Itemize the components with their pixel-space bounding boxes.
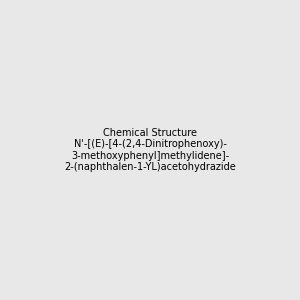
Text: Chemical Structure
N'-[(E)-[4-(2,4-Dinitrophenoxy)-
3-methoxyphenyl]methylidene]: Chemical Structure N'-[(E)-[4-(2,4-Dinit… bbox=[64, 128, 236, 172]
